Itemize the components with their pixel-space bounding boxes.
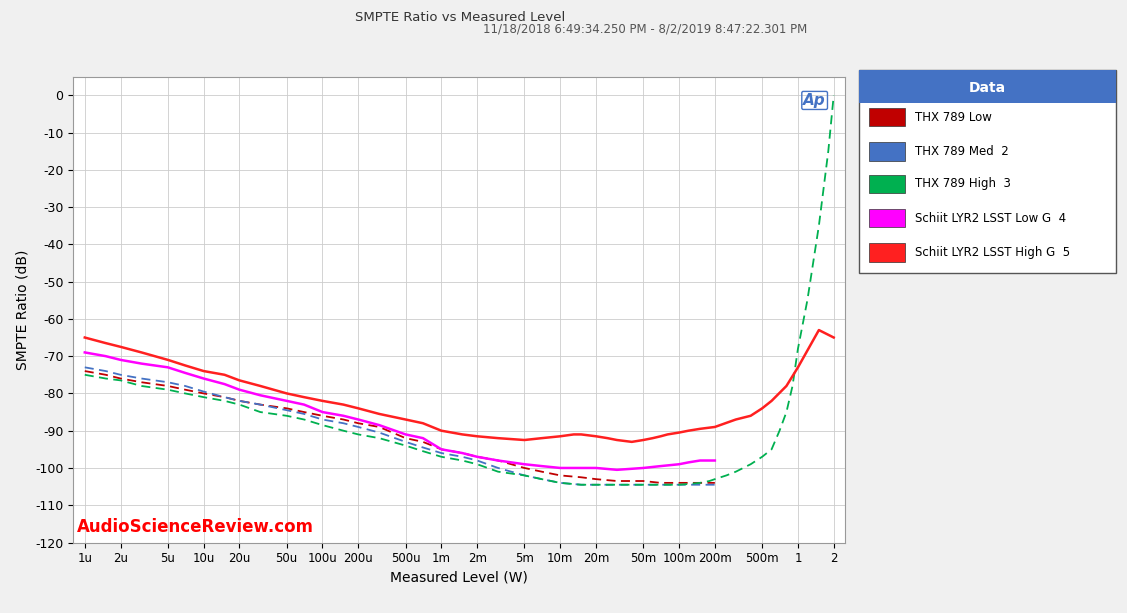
Text: 11/18/2018 6:49:34.250 PM - 8/2/2019 8:47:22.301 PM: 11/18/2018 6:49:34.250 PM - 8/2/2019 8:4… — [482, 23, 807, 36]
FancyBboxPatch shape — [869, 175, 905, 193]
Text: SMPTE Ratio vs Measured Level: SMPTE Ratio vs Measured Level — [355, 11, 565, 24]
X-axis label: Measured Level (W): Measured Level (W) — [390, 571, 529, 585]
Text: Schiit LYR2 LSST High G  5: Schiit LYR2 LSST High G 5 — [915, 246, 1071, 259]
Text: Ap: Ap — [804, 93, 826, 108]
Text: Data: Data — [969, 81, 1005, 94]
FancyBboxPatch shape — [859, 70, 1116, 103]
Text: THX 789 Med  2: THX 789 Med 2 — [915, 145, 1009, 158]
Text: Schiit LYR2 LSST Low G  4: Schiit LYR2 LSST Low G 4 — [915, 211, 1066, 225]
Text: THX 789 High  3: THX 789 High 3 — [915, 177, 1011, 190]
FancyBboxPatch shape — [869, 142, 905, 161]
FancyBboxPatch shape — [869, 209, 905, 227]
FancyBboxPatch shape — [859, 70, 1116, 273]
FancyBboxPatch shape — [869, 108, 905, 126]
Y-axis label: SMPTE Ratio (dB): SMPTE Ratio (dB) — [16, 249, 29, 370]
Text: THX 789 Low: THX 789 Low — [915, 110, 992, 124]
Text: AudioScienceReview.com: AudioScienceReview.com — [77, 517, 314, 536]
FancyBboxPatch shape — [869, 243, 905, 262]
